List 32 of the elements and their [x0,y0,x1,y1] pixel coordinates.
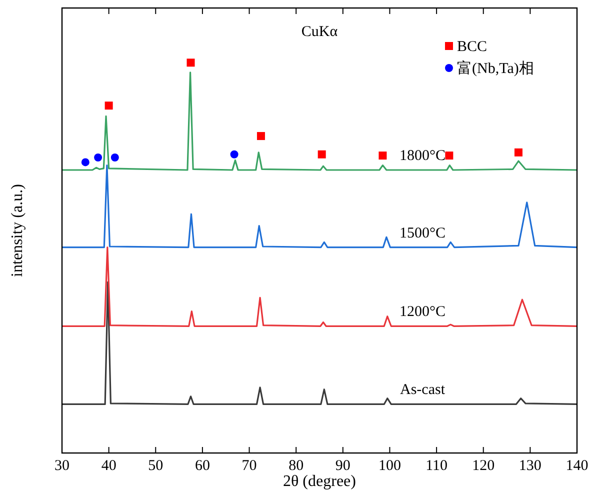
series-label: 1800°C [399,148,446,164]
x-tick-label: 130 [518,458,542,474]
legend-label: BCC [457,39,488,55]
x-tick-label: 40 [101,458,116,474]
point [514,148,522,156]
point [378,152,387,160]
point [81,158,90,166]
series-label: 1200°C [399,304,446,320]
point [318,150,326,158]
legend-label: 富(Nb,Ta)相 [457,60,534,77]
series-label: 1500°C [399,225,446,242]
point [104,102,113,110]
x-tick-label: 80 [288,458,304,474]
point [186,58,195,67]
x-tick-label: 120 [472,458,495,474]
point [445,152,454,160]
x-tick-label: 70 [242,458,257,474]
x-tick-label: 100 [378,458,401,474]
point [230,150,238,158]
point [256,132,265,140]
x-axis-title: 2θ (degree) [283,473,356,490]
point [94,154,102,162]
y-axis-title: intensity (a.u.) [9,184,26,277]
series-label: As-cast [400,382,446,398]
point [110,154,119,162]
x-tick-label: 60 [194,458,210,474]
x-tick-label: 140 [566,458,588,474]
x-tick-label: 30 [54,458,70,474]
x-tick-label: 90 [335,458,350,474]
x-tick-label: 110 [426,458,448,474]
text: CuKα [301,24,338,40]
x-tick-label: 50 [148,458,164,474]
